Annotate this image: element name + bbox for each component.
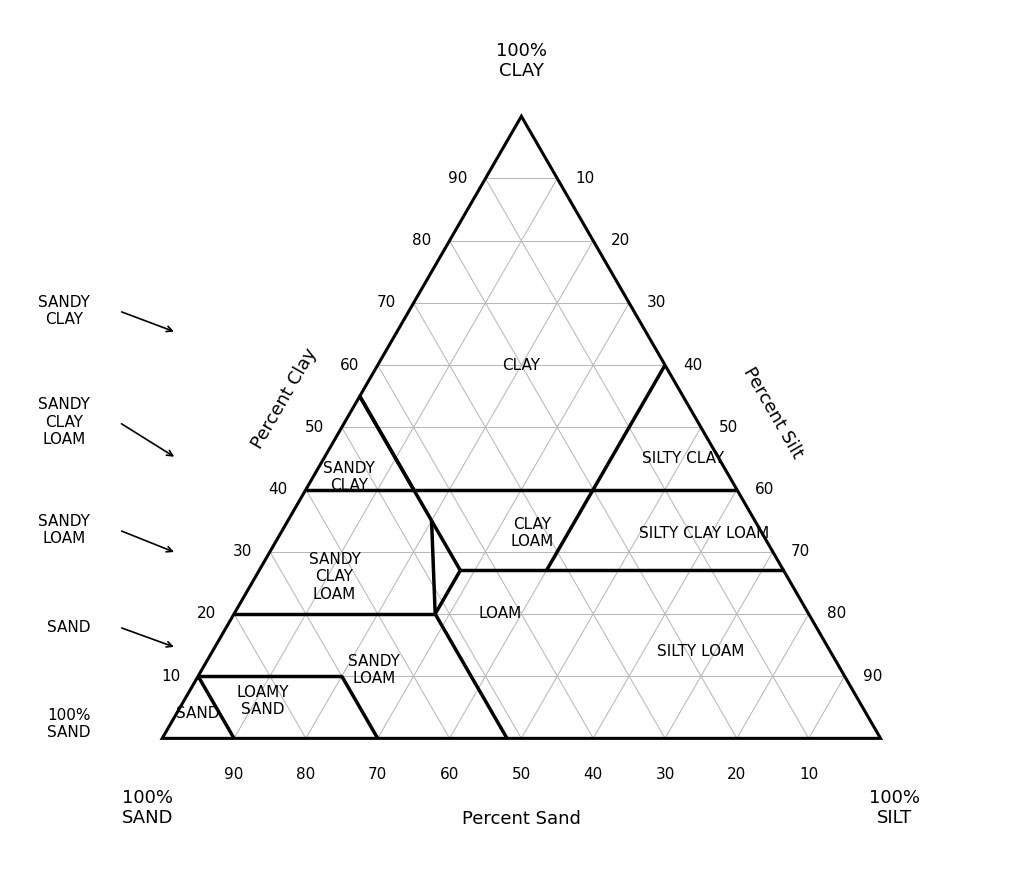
Text: 40: 40 bbox=[683, 358, 703, 373]
Text: 50: 50 bbox=[304, 420, 323, 434]
Text: 60: 60 bbox=[440, 767, 459, 782]
Text: 100%
SILT: 100% SILT bbox=[869, 789, 921, 827]
Text: 100%
SAND: 100% SAND bbox=[47, 707, 90, 740]
Text: SILTY CLAY: SILTY CLAY bbox=[642, 451, 724, 466]
Text: 100%
SAND: 100% SAND bbox=[122, 789, 173, 827]
Text: 10: 10 bbox=[799, 767, 818, 782]
Text: 30: 30 bbox=[647, 295, 666, 310]
Text: 30: 30 bbox=[232, 544, 252, 560]
Text: 50: 50 bbox=[512, 767, 531, 782]
Text: SAND: SAND bbox=[176, 706, 220, 721]
Text: 70: 70 bbox=[376, 295, 395, 310]
Text: 80: 80 bbox=[826, 607, 846, 621]
Text: 20: 20 bbox=[727, 767, 746, 782]
Text: SILTY CLAY LOAM: SILTY CLAY LOAM bbox=[640, 526, 770, 541]
Text: Percent Clay: Percent Clay bbox=[248, 345, 320, 452]
Text: LOAMY
SAND: LOAMY SAND bbox=[236, 685, 289, 717]
Text: 70: 70 bbox=[368, 767, 387, 782]
Text: 20: 20 bbox=[197, 607, 216, 621]
Text: SANDY
CLAY
LOAM: SANDY CLAY LOAM bbox=[39, 397, 90, 448]
Text: 30: 30 bbox=[655, 767, 674, 782]
Text: 80: 80 bbox=[296, 767, 315, 782]
Text: SANDY
CLAY
LOAM: SANDY CLAY LOAM bbox=[308, 552, 361, 601]
Text: 60: 60 bbox=[754, 482, 775, 497]
Text: 80: 80 bbox=[413, 233, 432, 249]
Text: Percent Silt: Percent Silt bbox=[739, 364, 806, 461]
Text: 10: 10 bbox=[161, 668, 180, 684]
Text: 90: 90 bbox=[224, 767, 243, 782]
Text: CLAY
LOAM: CLAY LOAM bbox=[510, 517, 554, 549]
Text: Percent Sand: Percent Sand bbox=[462, 810, 581, 828]
Text: SANDY
CLAY: SANDY CLAY bbox=[323, 461, 375, 494]
Text: CLAY: CLAY bbox=[502, 358, 540, 373]
Text: 40: 40 bbox=[584, 767, 603, 782]
Text: 90: 90 bbox=[863, 668, 882, 684]
Text: 20: 20 bbox=[611, 233, 631, 249]
Text: SANDY
LOAM: SANDY LOAM bbox=[39, 514, 90, 547]
Text: 60: 60 bbox=[341, 358, 360, 373]
Text: 100%
CLAY: 100% CLAY bbox=[496, 42, 547, 80]
Text: SILTY LOAM: SILTY LOAM bbox=[657, 644, 744, 659]
Text: 50: 50 bbox=[719, 420, 738, 434]
Text: 40: 40 bbox=[269, 482, 288, 497]
Text: SAND: SAND bbox=[47, 620, 90, 634]
Text: 70: 70 bbox=[791, 544, 810, 560]
Text: 90: 90 bbox=[448, 171, 467, 186]
Text: LOAM: LOAM bbox=[479, 607, 521, 621]
Text: SANDY
CLAY: SANDY CLAY bbox=[39, 295, 90, 327]
Text: 10: 10 bbox=[575, 171, 594, 186]
Text: SANDY
LOAM: SANDY LOAM bbox=[348, 653, 401, 687]
